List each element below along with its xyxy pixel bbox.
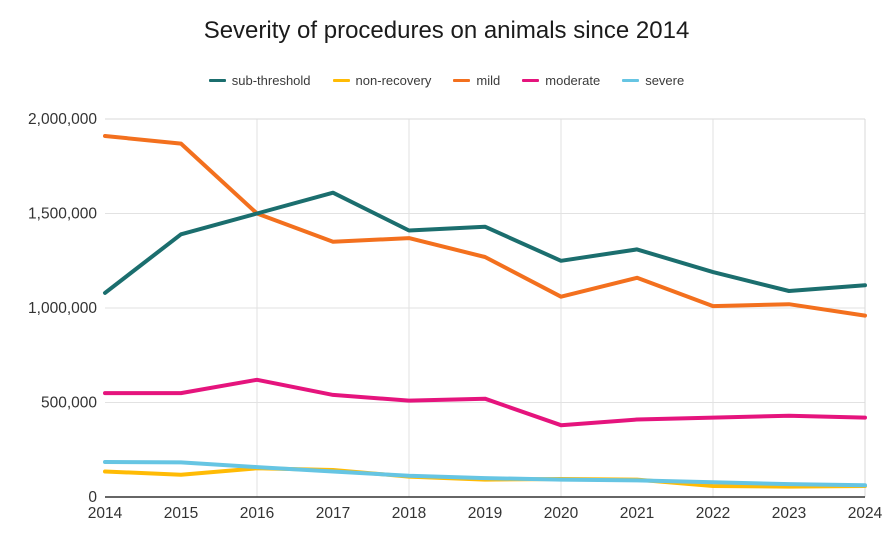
svg-text:2019: 2019 [468, 505, 502, 522]
svg-text:2,000,000: 2,000,000 [28, 111, 97, 128]
svg-text:2021: 2021 [620, 505, 654, 522]
svg-text:2022: 2022 [696, 505, 730, 522]
svg-text:2023: 2023 [772, 505, 806, 522]
svg-text:2016: 2016 [240, 505, 274, 522]
svg-text:500,000: 500,000 [41, 395, 97, 412]
svg-text:1,000,000: 1,000,000 [28, 300, 97, 317]
svg-text:0: 0 [88, 489, 97, 506]
svg-text:2024: 2024 [848, 505, 883, 522]
svg-text:2017: 2017 [316, 505, 350, 522]
svg-text:2018: 2018 [392, 505, 426, 522]
svg-text:2020: 2020 [544, 505, 579, 522]
svg-text:2015: 2015 [164, 505, 198, 522]
svg-text:2014: 2014 [88, 505, 123, 522]
svg-text:1,500,000: 1,500,000 [28, 206, 97, 223]
